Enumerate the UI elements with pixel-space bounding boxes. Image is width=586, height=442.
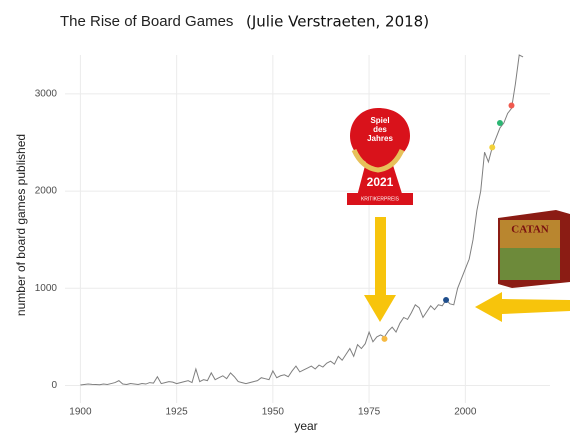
arrows: [364, 217, 570, 322]
badge-text: Jahres: [367, 134, 393, 143]
y-tick-label: 0: [51, 380, 57, 391]
x-tick-label: 1950: [262, 407, 285, 418]
arrow-left: [475, 292, 570, 322]
x-tick-label: 1975: [358, 407, 381, 418]
badge-text: des: [373, 125, 387, 134]
highlight-point: [381, 335, 388, 342]
highlight-point: [496, 120, 503, 127]
x-tick-label: 1925: [166, 407, 189, 418]
y-tick-label: 1000: [35, 283, 58, 294]
catan-box: CATAN: [498, 210, 570, 288]
x-tick-label: 2000: [454, 407, 477, 418]
badge-text: Spiel: [370, 116, 389, 125]
x-tick-label: 1900: [69, 407, 92, 418]
highlight-point: [443, 296, 450, 303]
y-axis-label: number of board games published: [14, 134, 28, 316]
box-art: [500, 248, 560, 280]
y-tick-label: 3000: [35, 89, 58, 100]
arrow-down: [364, 217, 396, 322]
y-tick-label: 2000: [35, 186, 58, 197]
badge-laurel: [351, 148, 405, 173]
x-axis-label: year: [294, 419, 317, 433]
line: [80, 54, 524, 386]
badge-base: [347, 193, 413, 205]
badge-shape: [350, 108, 410, 200]
highlight-point: [489, 144, 496, 151]
badge-label: KRITIKERPREIS: [361, 196, 400, 202]
chart-subtitle: (Julie Verstraeten, 2018): [246, 13, 429, 31]
chart-title: The Rise of Board Games: [60, 13, 233, 30]
highlight-point: [508, 102, 515, 109]
badge-year: 2021: [367, 175, 394, 189]
award-badge: Spiel des Jahres 2021 KRITIKERPREIS: [347, 108, 413, 205]
box-title: CATAN: [511, 224, 549, 236]
